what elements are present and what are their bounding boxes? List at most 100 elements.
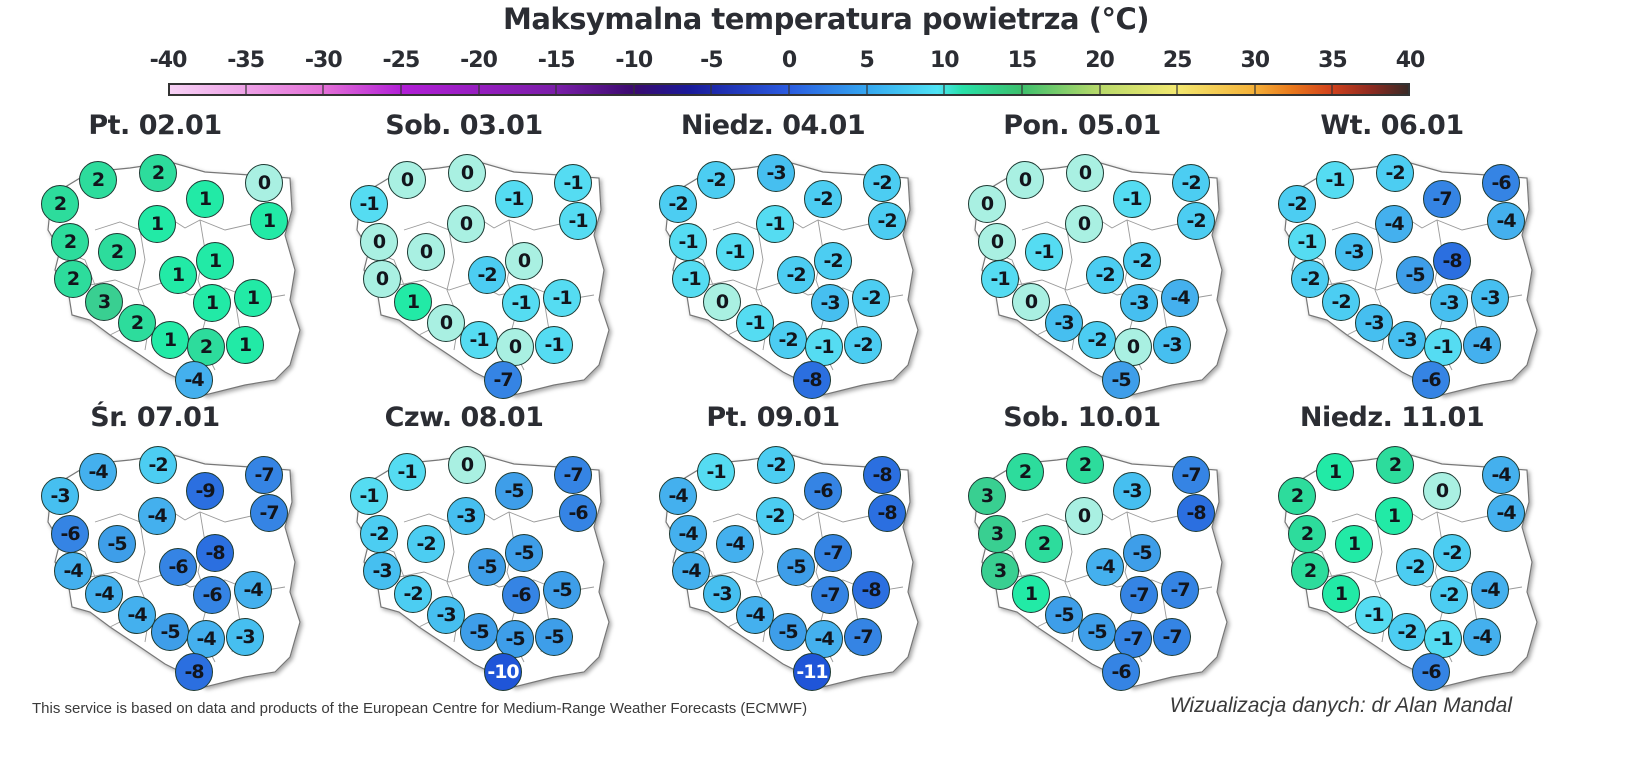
station-temperature-marker: -5 (1078, 613, 1116, 651)
station-temperature-marker: -4 (1487, 202, 1525, 240)
station-temperature-marker: -1 (1316, 161, 1354, 199)
station-temperature-marker: 1 (159, 256, 197, 294)
station-temperature-marker: 0 (703, 283, 741, 321)
station-temperature-marker: -4 (1086, 548, 1124, 586)
station-temperature-marker: -1 (1113, 180, 1151, 218)
station-temperature-marker: -5 (1123, 534, 1161, 572)
station-temperature-marker: -3 (757, 154, 795, 192)
station-temperature-marker: -1 (756, 205, 794, 243)
station-temperature-marker: 2 (98, 233, 136, 271)
colorbar-tick-label: 30 (1240, 48, 1270, 73)
station-temperature-marker: -1 (502, 284, 540, 322)
station-temperature-marker: -8 (863, 456, 901, 494)
station-temperature-marker: 0 (360, 223, 398, 261)
station-temperature-marker: 0 (388, 161, 426, 199)
station-temperature-marker: -10 (484, 653, 522, 691)
station-temperature-marker: 2 (1066, 446, 1104, 484)
station-temperature-marker: 0 (968, 185, 1006, 223)
station-temperature-marker: 0 (505, 242, 543, 280)
colorbar-tick (1098, 83, 1101, 96)
station-temperature-marker: -4 (175, 361, 213, 399)
panel-date-title: Czw. 08.01 (384, 402, 544, 433)
station-temperature-marker: -5 (769, 613, 807, 651)
station-temperature-marker: -3 (703, 575, 741, 613)
map-panel: Pon. 05.01 0 0 0 -1 -2 -2 0 0 -1 -2 -1 -2 -3 -4 0 -3 -2 0-… (927, 110, 1237, 402)
colorbar-tick-label: 15 (1007, 48, 1038, 73)
map-panel: Pt. 09.01 -4 -1 -2 -6 -8 -8 -2 -4 -4 -7 -4 -5 -7 -8 -3-… (618, 402, 928, 694)
colorbar-tick-label: 0 (781, 48, 797, 73)
station-temperature-marker: -5 (777, 548, 815, 586)
station-temperature-marker: -4 (1471, 571, 1509, 609)
station-temperature-marker: 0 (1065, 205, 1103, 243)
station-temperature-marker: -1 (697, 453, 735, 491)
station-temperature-marker: -3 (1045, 304, 1083, 342)
station-temperature-marker: -2 (1396, 548, 1434, 586)
station-temperature-marker: -3 (41, 477, 79, 515)
station-temperature-marker: -2 (1430, 576, 1468, 614)
station-temperature-marker: -2 (1123, 242, 1161, 280)
station-temperature-marker: -6 (193, 576, 231, 614)
station-temperature-marker: -2 (769, 321, 807, 359)
station-temperature-marker: -2 (852, 279, 890, 317)
station-temperature-marker: -6 (804, 472, 842, 510)
station-temperature-marker: -4 (85, 575, 123, 613)
station-temperature-marker: -2 (777, 256, 815, 294)
station-temperature-marker: 1 (1012, 575, 1050, 613)
station-temperature-marker: -3 (226, 618, 264, 656)
station-temperature-marker: -4 (1375, 205, 1413, 243)
station-temperature-marker: -4 (672, 552, 710, 590)
station-temperature-marker: -5 (468, 548, 506, 586)
colorbar-tick (632, 83, 635, 96)
station-temperature-marker: 2 (51, 223, 89, 261)
station-temperature-marker: -4 (736, 596, 774, 634)
station-temperature-marker: 1 (234, 279, 272, 317)
station-temperature-marker: -2 (844, 326, 882, 364)
station-temperature-marker: -2 (1291, 260, 1329, 298)
colorbar-tick (399, 83, 402, 96)
colorbar-tick-label: -35 (227, 48, 265, 73)
station-temperature-marker: -1 (716, 233, 754, 271)
station-temperature-marker: -4 (54, 552, 92, 590)
station-temperature-marker: -3 (1471, 279, 1509, 317)
station-temperature-marker: -8 (793, 361, 831, 399)
station-temperature-marker: -7 (484, 361, 522, 399)
station-temperature-marker: -6 (1482, 164, 1520, 202)
station-temperature-marker: -7 (250, 494, 288, 532)
station-temperature-marker: -7 (1172, 456, 1210, 494)
colorbar-tick-label: -40 (149, 48, 188, 73)
station-temperature-marker: 1 (394, 283, 432, 321)
colorbar-tick-label: 40 (1395, 48, 1426, 73)
station-temperature-marker: -6 (51, 515, 89, 553)
station-temperature-marker: 2 (1288, 515, 1326, 553)
map-panel: Sob. 03.01 -1 0 0 -1 -1 -1 0 0 0 0 0 -2 -1 -1 1 0 -1 0 -1 -7 (309, 110, 619, 402)
station-temperature-marker: 2 (79, 161, 117, 199)
station-temperature-marker: 0 (1006, 161, 1044, 199)
station-temperature-marker: -2 (757, 446, 795, 484)
colorbar-tick-label: -30 (304, 48, 343, 73)
colorbar-tick (1176, 83, 1179, 96)
colorbar-tick-label: -25 (382, 48, 421, 73)
chart-title: Maksymalna temperatura powietrza (°C) (502, 2, 1150, 36)
map-panel: Niedz. 04.01 -2 -2 -3 -2 -2 -2 -1 -1 -1 -2 -1 -2 -3 -2… (618, 110, 928, 402)
station-temperature-marker: -4 (716, 525, 754, 563)
station-temperature-marker: -5 (460, 613, 498, 651)
colorbar-tick (1331, 83, 1334, 96)
station-temperature-marker: -3 (1355, 304, 1393, 342)
source-note: This service is based on data and produc… (32, 700, 808, 717)
station-temperature-marker: 2 (187, 328, 225, 366)
station-temperature-marker: -3 (447, 497, 485, 535)
station-temperature-marker: -1 (350, 185, 388, 223)
station-temperature-marker: -3 (1335, 233, 1373, 271)
station-temperature-marker: -2 (1078, 321, 1116, 359)
station-temperature-marker: -8 (196, 534, 234, 572)
station-temperature-marker: 2 (1025, 525, 1063, 563)
station-temperature-marker: 3 (981, 552, 1019, 590)
station-temperature-marker: 0 (496, 328, 534, 366)
station-temperature-marker: -11 (793, 653, 831, 691)
colorbar-tick-label: 20 (1085, 48, 1115, 73)
station-temperature-marker: -5 (505, 534, 543, 572)
station-temperature-marker: -7 (814, 534, 852, 572)
station-temperature-marker: -4 (1487, 494, 1525, 532)
station-temperature-marker: 0 (245, 164, 283, 202)
station-temperature-marker: -3 (1388, 321, 1426, 359)
